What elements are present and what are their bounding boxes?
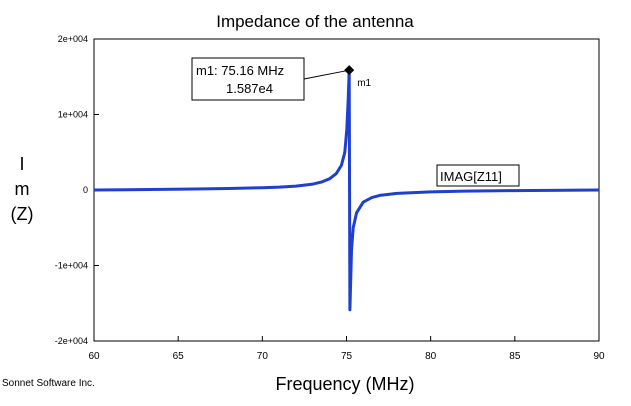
marker-annotation-line-1: m1: 75.16 MHz xyxy=(196,63,284,78)
marker-annotation-line-2: 1.587e4 xyxy=(226,81,273,96)
y-tick-label: 2e+004 xyxy=(58,34,88,44)
x-axis-label: Frequency (MHz) xyxy=(275,374,414,394)
legend-label: IMAG[Z11] xyxy=(440,169,502,184)
y-ticks: 2e+004 1e+004 0 -1e+004 -2e+004 xyxy=(55,34,99,346)
legend-box xyxy=(436,164,520,187)
series-line-imag-z11 xyxy=(93,68,600,312)
x-tick-label: 60 xyxy=(88,351,100,362)
footer-credit: Sonnet Software Inc. xyxy=(2,378,95,389)
y-axis-label-line-1: I xyxy=(19,154,24,174)
marker-m1-name: m1 xyxy=(357,78,371,89)
y-axis-label-line-2: m xyxy=(15,179,30,199)
x-tick-label: 65 xyxy=(173,351,185,362)
x-tick-label: 75 xyxy=(341,351,353,362)
y-tick-label: 0 xyxy=(83,185,88,195)
y-tick-label: 1e+004 xyxy=(58,110,88,120)
marker-annotation-box xyxy=(191,57,305,101)
x-tick-label: 85 xyxy=(509,351,521,362)
y-tick-label: -2e+004 xyxy=(55,336,88,346)
y-axis-label-line-3: (Z) xyxy=(11,204,34,224)
y-tick-label: -1e+004 xyxy=(55,261,88,271)
series-group xyxy=(93,68,600,312)
x-tick-label: 70 xyxy=(257,351,269,362)
marker-leader-line xyxy=(303,69,350,80)
x-ticks: 60 65 70 75 80 85 90 xyxy=(88,336,605,362)
chart-title: Impedance of the antenna xyxy=(216,12,414,31)
x-tick-label: 80 xyxy=(425,351,437,362)
marker-group: m1 m1: 75.16 MHz 1.587e4 xyxy=(191,57,372,101)
x-tick-label: 90 xyxy=(593,351,605,362)
